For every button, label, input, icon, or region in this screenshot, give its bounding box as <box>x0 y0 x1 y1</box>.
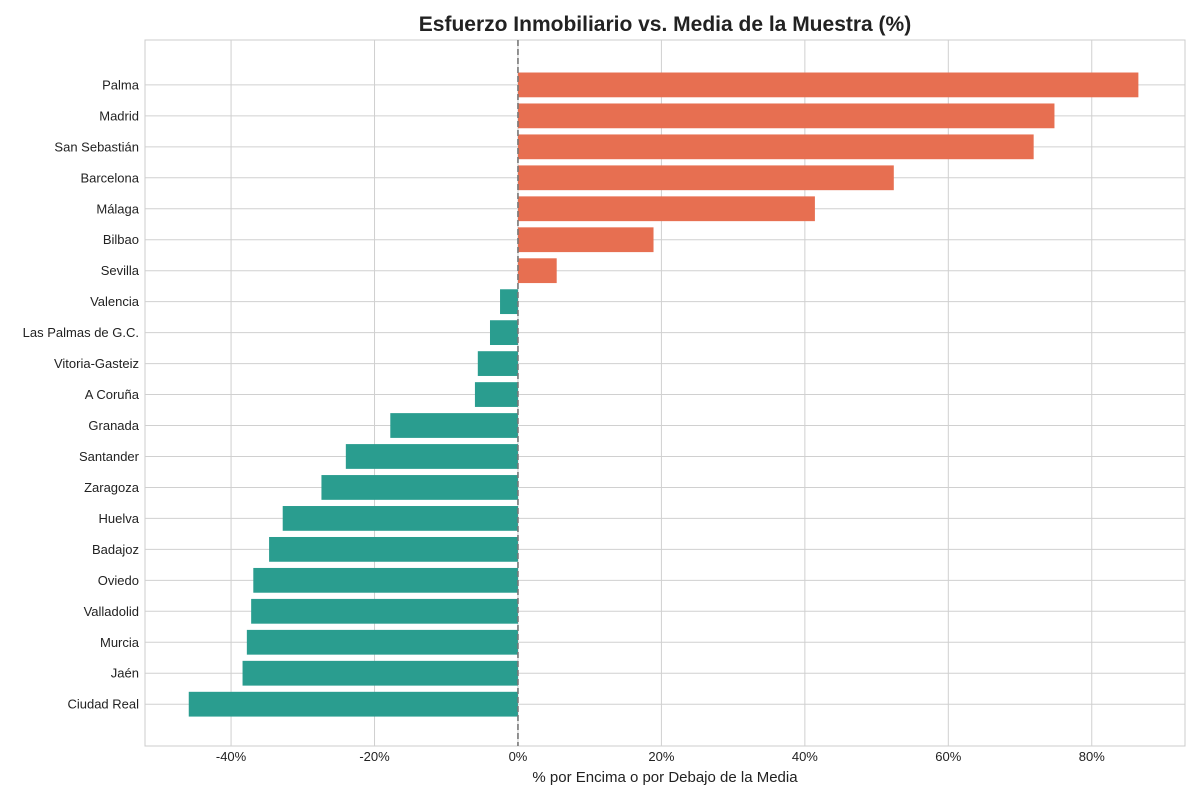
bar-vitoria-gasteiz <box>477 351 518 376</box>
bar-granada <box>390 413 518 438</box>
x-tick-label: 40% <box>792 749 818 764</box>
bar-a-coru-a <box>474 382 518 407</box>
bar-bilbao <box>517 227 654 253</box>
y-tick-label: Badajoz <box>92 542 139 557</box>
x-tick-label: 20% <box>648 749 674 764</box>
y-tick-label: Zaragoza <box>84 480 140 495</box>
y-tick-label: Málaga <box>96 201 139 216</box>
y-tick-label: A Coruña <box>85 387 140 402</box>
y-tick-label: Las Palmas de G.C. <box>23 325 139 340</box>
chart-title: Esfuerzo Inmobiliario vs. Media de la Mu… <box>419 13 911 36</box>
x-axis-ticks: -40% -20% 0% 20% 40% 60% 80% <box>216 749 1105 764</box>
bars <box>188 40 1139 746</box>
bar-oviedo <box>253 567 518 593</box>
bar-murcia <box>246 629 518 655</box>
bar-santander <box>345 444 518 469</box>
bar-ja-n <box>242 660 518 686</box>
y-tick-label: San Sebastián <box>54 139 139 154</box>
bar-san-sebasti-n <box>517 134 1034 160</box>
y-tick-label: Valladolid <box>84 604 139 619</box>
y-tick-label: Bilbao <box>103 232 139 247</box>
bar-m-laga <box>517 196 815 222</box>
x-tick-label: -20% <box>359 749 390 764</box>
bar-las-palmas-de-g-c- <box>489 320 518 346</box>
bar-valencia <box>500 289 518 315</box>
plot-frame <box>144 39 1186 747</box>
x-tick-label: 80% <box>1079 749 1105 764</box>
y-tick-label: Sevilla <box>101 263 140 278</box>
bar-barcelona <box>517 165 894 191</box>
bar-zaragoza <box>321 475 518 500</box>
bar-sevilla <box>517 258 557 284</box>
y-tick-label: Oviedo <box>98 573 139 588</box>
bar-huelva <box>282 506 518 531</box>
y-tick-label: Barcelona <box>80 170 139 185</box>
x-tick-label: -40% <box>216 749 247 764</box>
y-tick-label: Ciudad Real <box>67 697 139 712</box>
y-tick-label: Granada <box>88 418 139 433</box>
bar-ciudad-real <box>188 691 518 717</box>
y-tick-label: Santander <box>79 449 140 464</box>
y-tick-label: Palma <box>102 77 140 92</box>
bar-palma <box>517 72 1139 98</box>
x-axis-label: % por Encima o por Debajo de la Media <box>532 769 798 786</box>
y-tick-label: Madrid <box>99 108 139 123</box>
bar-madrid <box>517 103 1055 129</box>
y-tick-label: Murcia <box>100 635 140 650</box>
y-axis-ticks: Palma Madrid San Sebastián Barcelona Málaga B… <box>23 77 140 711</box>
y-tick-label: Jaén <box>111 666 139 681</box>
y-tick-label: Valencia <box>90 294 140 309</box>
bar-valladolid <box>251 598 518 624</box>
x-tick-label: 0% <box>509 749 528 764</box>
y-tick-label: Huelva <box>99 511 140 526</box>
bar-badajoz <box>269 536 518 562</box>
x-tick-label: 60% <box>935 749 961 764</box>
y-tick-label: Vitoria-Gasteiz <box>54 356 139 371</box>
